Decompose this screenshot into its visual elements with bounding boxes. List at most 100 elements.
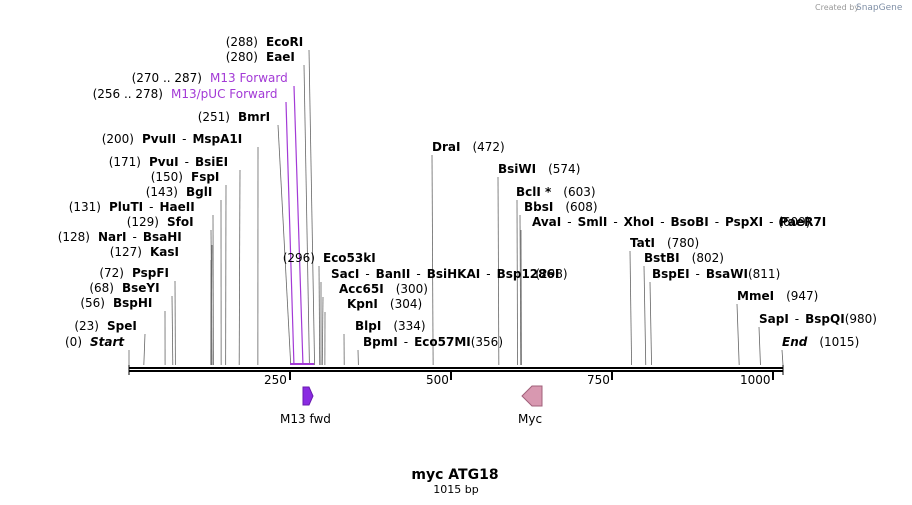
plasmid-length: 1015 bp: [433, 483, 478, 496]
site-label[interactable]: SapI - BspQI (980): [759, 312, 877, 326]
site-name-part: PluTI: [109, 200, 143, 214]
site-position: (472): [472, 140, 504, 154]
site-position: (127): [110, 245, 142, 259]
site-name-part: BsoBI: [671, 215, 709, 229]
site-name-part: -: [795, 312, 799, 326]
site-label[interactable]: Acc65I (300): [339, 282, 428, 296]
site-label[interactable]: FspI (150): [151, 170, 220, 184]
site-position: (811): [748, 267, 780, 281]
site-label[interactable]: BspHI (56): [80, 296, 152, 310]
tick-label-1000: 1000: [740, 373, 771, 387]
feature-myc[interactable]: Myc: [518, 385, 543, 426]
tick-label-250: 250: [264, 373, 287, 387]
site-name: BsiWI: [498, 162, 536, 176]
site-name-part: DraI: [432, 140, 460, 154]
site-name-part: BsiWI: [498, 162, 536, 176]
site-name-part: BmrI: [238, 110, 270, 124]
site-name-part: -: [715, 215, 719, 229]
site-name-part: -: [660, 215, 664, 229]
site-label[interactable]: DraI (472): [432, 140, 505, 154]
site-position: (947): [786, 289, 818, 303]
site-label[interactable]: SfoI (129): [127, 215, 194, 229]
site-connector: [497, 176, 500, 366]
site-label[interactable]: BlpI (334): [355, 319, 426, 333]
site-position: (980): [845, 312, 877, 326]
site-position: (72): [99, 266, 124, 280]
site-connector: [519, 214, 522, 366]
site-name-part: -: [613, 215, 617, 229]
site-connector: [758, 326, 761, 366]
site-name: PvuI - BsiEI: [149, 155, 228, 169]
site-name-part: BsaHI: [143, 230, 182, 244]
feature-m13-fwd[interactable]: M13 fwd: [280, 386, 331, 426]
site-name-part: Acc65I: [339, 282, 384, 296]
site-label[interactable]: AvaI - SmlI - XhoI - BsoBI - PspXI - PaeR7I(609): [532, 215, 826, 229]
site-name-part: TatI: [630, 236, 655, 250]
myc-arrow-icon[interactable]: [521, 385, 543, 407]
site-label[interactable]: EaeI (280): [226, 50, 295, 64]
site-label[interactable]: PluTI - HaeII (131): [69, 200, 195, 214]
site-name-part: -: [404, 335, 408, 349]
site-label[interactable]: PvuII - MspA1I (200): [102, 132, 243, 146]
tick-label-500: 500: [426, 373, 449, 387]
site-label[interactable]: M13/pUC Forward (256 .. 278): [93, 87, 278, 101]
site-label[interactable]: BglI (143): [146, 185, 213, 199]
site-name: NarI - BsaHI: [98, 230, 182, 244]
site-label[interactable]: PspFI (72): [99, 266, 169, 280]
site-name: MmeI: [737, 289, 774, 303]
site-label[interactable]: MmeI (947): [737, 289, 818, 303]
site-label[interactable]: SacI - BanII - BsiHKAI - Bsp1286I(298): [331, 267, 568, 281]
site-label[interactable]: BbsI (608): [524, 200, 598, 214]
site-label[interactable]: NarI - BsaHI (128): [58, 230, 182, 244]
m13-fwd-arrow-icon[interactable]: [302, 386, 314, 406]
site-position: (143): [146, 185, 178, 199]
site-name-part: M13/pUC Forward: [171, 87, 278, 101]
site-name: BbsI: [524, 200, 553, 214]
site-label[interactable]: SpeI (23): [74, 319, 136, 333]
feature-label-myc: Myc: [518, 412, 542, 426]
site-label[interactable]: Eco53kI (296): [283, 251, 376, 265]
site-label[interactable]: KasI (127): [110, 245, 179, 259]
site-label[interactable]: PvuI - BsiEI (171): [109, 155, 228, 169]
site-name: EcoRI: [266, 35, 303, 49]
site-position: (780): [667, 236, 699, 250]
site-label[interactable]: BclI * (603): [516, 185, 596, 199]
site-label[interactable]: End (1015): [782, 335, 859, 349]
site-name: AvaI - SmlI - XhoI - BsoBI - PspXI - PaeR7I: [532, 215, 826, 229]
site-label[interactable]: BspEI - BsaWI (811): [652, 267, 780, 281]
site-name-part: BstBI: [644, 251, 680, 265]
site-name: EaeI: [266, 50, 295, 64]
site-name-part: BsaWI: [706, 267, 748, 281]
site-name: KasI: [150, 245, 179, 259]
site-name-part: -: [185, 155, 189, 169]
site-name: FspI: [191, 170, 219, 184]
site-label[interactable]: TatI (780): [630, 236, 699, 250]
site-label[interactable]: KpnI (304): [347, 297, 422, 311]
site-name: DraI: [432, 140, 460, 154]
site-label[interactable]: Start (0): [65, 335, 125, 349]
site-label[interactable]: EcoRI (288): [226, 35, 304, 49]
site-position: (129): [127, 215, 159, 229]
site-position: (1015): [819, 335, 859, 349]
site-name-part: BlpI: [355, 319, 381, 333]
site-label[interactable]: BsiWI (574): [498, 162, 580, 176]
site-position: (356): [471, 335, 503, 349]
site-label[interactable]: BpmI - Eco57MI (356): [363, 335, 503, 349]
site-label[interactable]: BmrI (251): [198, 110, 270, 124]
site-name-part: Bsp1286I: [497, 267, 560, 281]
site-name: End: [782, 335, 808, 349]
site-name: PspFI: [132, 266, 169, 280]
site-name-part: -: [182, 132, 186, 146]
site-connector: [293, 85, 304, 366]
site-name-part: -: [133, 230, 137, 244]
site-label[interactable]: BstBI (802): [644, 251, 724, 265]
site-name-part: -: [486, 267, 490, 281]
site-position: (802): [692, 251, 724, 265]
site-name-part: SacI: [331, 267, 359, 281]
site-label[interactable]: M13 Forward (270 .. 287): [132, 71, 288, 85]
site-position: (270 .. 287): [132, 71, 202, 85]
site-name: TatI: [630, 236, 655, 250]
site-name-part: XhoI: [624, 215, 655, 229]
site-label[interactable]: BseYI (68): [89, 281, 159, 295]
